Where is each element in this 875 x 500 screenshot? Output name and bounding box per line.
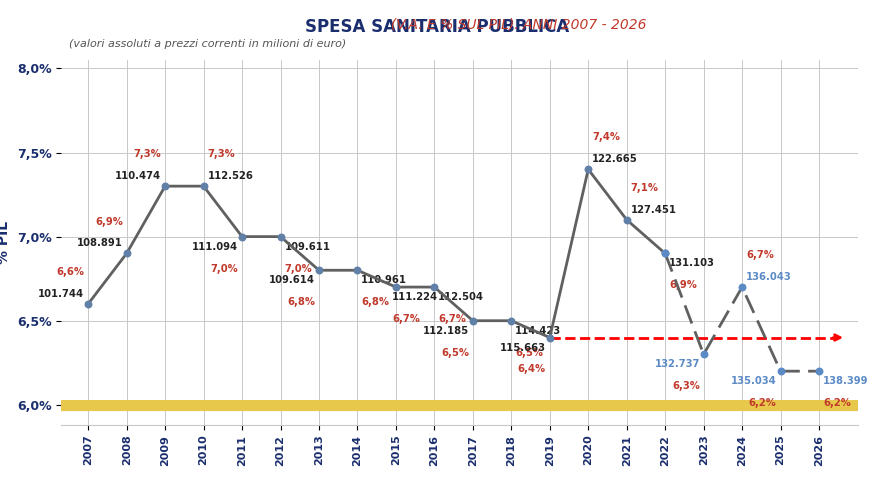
Point <box>312 266 326 274</box>
Text: (valori assoluti a prezzi correnti in milioni di euro): (valori assoluti a prezzi correnti in mi… <box>69 39 346 49</box>
Text: 122.665: 122.665 <box>592 154 638 164</box>
Text: 111.094: 111.094 <box>192 242 238 252</box>
Point <box>197 182 211 190</box>
Text: 108.891: 108.891 <box>77 238 123 248</box>
Text: 6,3%: 6,3% <box>672 382 700 392</box>
Point <box>235 232 249 240</box>
Text: 114.423: 114.423 <box>515 326 561 336</box>
Point <box>696 350 710 358</box>
Point <box>120 250 134 258</box>
Text: SPESA SANITARIA PUBBLICA: SPESA SANITARIA PUBBLICA <box>305 18 570 36</box>
Point <box>774 367 788 375</box>
Text: 109.614: 109.614 <box>270 276 315 285</box>
Point <box>812 367 826 375</box>
Point <box>466 316 480 324</box>
Text: 6,6%: 6,6% <box>56 267 84 277</box>
Point <box>658 250 672 258</box>
Text: 110.961: 110.961 <box>361 276 407 285</box>
Y-axis label: % PIL: % PIL <box>0 221 11 264</box>
Text: 111.224: 111.224 <box>392 292 438 302</box>
Point <box>542 334 556 342</box>
Text: 115.663: 115.663 <box>500 342 546 352</box>
Text: 6,2%: 6,2% <box>749 398 777 408</box>
Text: 6,8%: 6,8% <box>361 297 389 307</box>
Text: 6,7%: 6,7% <box>392 314 420 324</box>
Point <box>274 232 288 240</box>
Point <box>81 300 95 308</box>
Text: 109.611: 109.611 <box>284 242 331 252</box>
Text: 7,1%: 7,1% <box>631 183 659 193</box>
Text: 136.043: 136.043 <box>746 272 792 282</box>
Text: 7,3%: 7,3% <box>134 149 161 159</box>
Text: 110.474: 110.474 <box>116 171 161 181</box>
Point <box>620 216 634 224</box>
Point <box>158 182 172 190</box>
Text: 6,2%: 6,2% <box>822 398 850 408</box>
Point <box>504 316 518 324</box>
Point <box>735 283 749 291</box>
Text: 101.744: 101.744 <box>38 289 84 299</box>
Text: 127.451: 127.451 <box>631 204 676 214</box>
Point <box>427 283 441 291</box>
Text: 135.034: 135.034 <box>731 376 777 386</box>
Text: 6,8%: 6,8% <box>287 297 315 307</box>
Point <box>658 250 672 258</box>
Text: 6,7%: 6,7% <box>746 250 774 260</box>
Text: 6,7%: 6,7% <box>438 314 466 324</box>
Text: 6,5%: 6,5% <box>515 348 543 358</box>
Point <box>351 266 365 274</box>
Text: 132.737: 132.737 <box>654 360 700 370</box>
Text: 112.504: 112.504 <box>438 292 484 302</box>
Text: 6,4%: 6,4% <box>518 364 546 374</box>
Point <box>581 166 595 173</box>
Text: 7,0%: 7,0% <box>284 264 312 274</box>
Text: 6,9%: 6,9% <box>94 216 123 226</box>
Text: (V.A. E % SUL PIL). ANNI 2007 - 2026: (V.A. E % SUL PIL). ANNI 2007 - 2026 <box>228 18 647 32</box>
Point <box>388 283 402 291</box>
Text: 112.185: 112.185 <box>423 326 469 336</box>
Text: 7,4%: 7,4% <box>592 132 620 142</box>
Text: 131.103: 131.103 <box>669 258 715 268</box>
Text: 7,0%: 7,0% <box>211 264 238 274</box>
Text: 138.399: 138.399 <box>822 376 868 386</box>
Text: 7,3%: 7,3% <box>207 149 235 159</box>
Text: 6,5%: 6,5% <box>441 348 469 358</box>
Text: 6,9%: 6,9% <box>669 280 696 290</box>
Text: 112.526: 112.526 <box>207 171 253 181</box>
